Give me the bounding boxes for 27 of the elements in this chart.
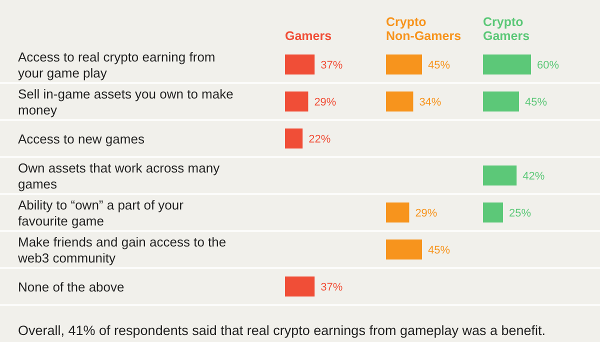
y-tick-label: Ability to “own” a part of your favourite game [18, 198, 184, 228]
data-label: 29% [415, 208, 438, 220]
data-label: 42% [522, 170, 545, 182]
y-tick-label: Access to new games [18, 132, 145, 146]
bar [483, 202, 503, 222]
data-label: 45% [428, 244, 450, 256]
data-label: 60% [537, 60, 560, 72]
bar [483, 166, 517, 186]
data-label: 25% [509, 208, 532, 220]
data-label: 29% [314, 96, 336, 108]
series-label: Crypto Gamers [483, 15, 530, 43]
bar [483, 54, 531, 74]
data-label: 22% [308, 134, 331, 146]
data-label: 37% [320, 282, 343, 294]
data-label: 37% [320, 60, 343, 72]
y-tick-label: None of the above [18, 280, 124, 294]
text: Overall, 41% of respondents said that real crypto earnings from gameplay was a benefit. [18, 323, 546, 338]
y-tick-label: Sell in-game assets you own to make money [18, 86, 234, 118]
data-label: 45% [525, 96, 548, 108]
bar [483, 92, 519, 112]
data-label: 45% [428, 60, 450, 72]
y-tick-label: Make friends and gain access to the web3 community [17, 234, 226, 266]
series-label: Crypto Non-Gamers [386, 15, 462, 43]
y-tick-label: Access to real crypto earning from your game play [18, 50, 216, 80]
series-label: Gamers [285, 29, 332, 43]
data-label: 34% [419, 96, 442, 108]
y-tick-label: Own assets that work across many games [18, 160, 220, 192]
